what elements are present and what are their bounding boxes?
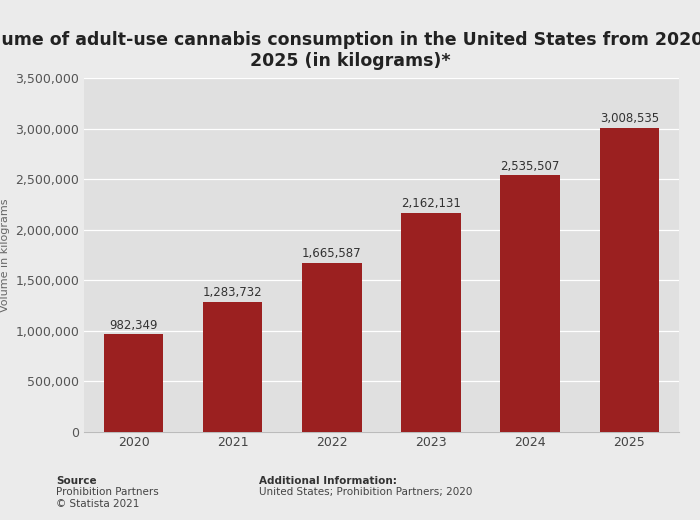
Text: Additional Information:: Additional Information: — [259, 476, 397, 486]
Text: United States; Prohibition Partners; 2020: United States; Prohibition Partners; 202… — [259, 476, 472, 498]
Bar — [401, 213, 461, 432]
Bar — [600, 127, 659, 432]
Text: 3,008,535: 3,008,535 — [600, 112, 659, 125]
Text: Source: Source — [56, 476, 97, 486]
Text: 982,349: 982,349 — [109, 319, 158, 332]
Text: Prohibition Partners
© Statista 2021: Prohibition Partners © Statista 2021 — [56, 476, 159, 509]
Text: 1,283,732: 1,283,732 — [203, 286, 262, 299]
Text: Volume of adult-use cannabis consumption in the United States from 2020 to
2025 : Volume of adult-use cannabis consumption… — [0, 31, 700, 70]
Bar — [203, 302, 262, 432]
Text: 2,535,507: 2,535,507 — [500, 160, 560, 173]
Bar — [302, 263, 362, 432]
Text: 2,162,131: 2,162,131 — [401, 197, 461, 210]
Bar — [500, 175, 560, 432]
Bar — [104, 334, 163, 432]
Y-axis label: Volume in kilograms: Volume in kilograms — [0, 198, 10, 311]
Text: 1,665,587: 1,665,587 — [302, 248, 362, 261]
